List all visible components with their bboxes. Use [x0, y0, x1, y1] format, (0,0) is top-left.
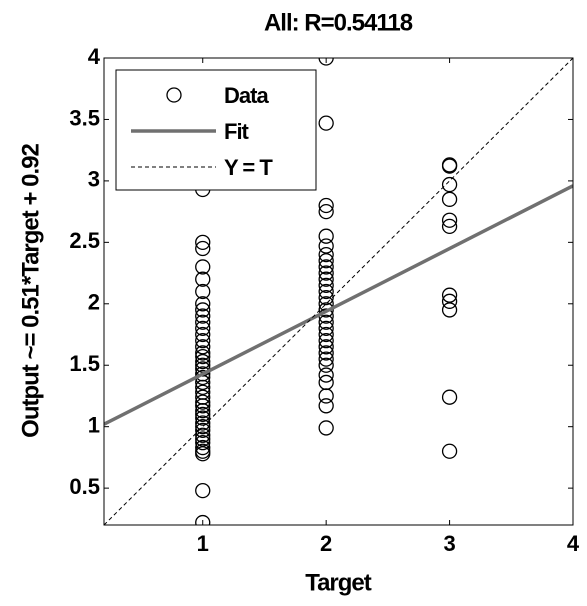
data-point [318, 197, 334, 214]
data-point [318, 115, 334, 131]
data-point [318, 203, 334, 220]
legend-marker [166, 87, 182, 103]
data-point [195, 314, 211, 330]
data-point [195, 389, 211, 405]
data-point [441, 293, 458, 309]
data-point [318, 265, 334, 281]
data-point [441, 302, 458, 318]
data-point [318, 289, 334, 306]
data-point [195, 308, 211, 324]
data-point [318, 238, 334, 254]
data-point [195, 234, 211, 250]
plot-area [104, 58, 573, 525]
data-point [195, 326, 211, 343]
data-point [318, 259, 334, 275]
legend-label: Data [224, 83, 269, 108]
data-point [318, 345, 334, 361]
y-tick-label: 2.5 [69, 228, 100, 253]
data-point [318, 351, 334, 367]
data-point [195, 240, 211, 257]
legend-label: Y = T [224, 155, 273, 180]
chart-title: All: R=0.54118 [264, 9, 413, 36]
data-point [195, 366, 211, 382]
data-point [318, 326, 334, 343]
data-point [195, 353, 211, 370]
data-point [318, 253, 334, 269]
data-point [318, 314, 334, 330]
data-point [195, 259, 211, 275]
series-line [104, 58, 573, 525]
data-point [441, 157, 458, 173]
y-axis-label: Output ~= 0.51*Target + 0.92 [17, 144, 44, 438]
data-point [195, 406, 211, 423]
data-point [318, 357, 334, 373]
data-point [195, 333, 211, 349]
data-point [318, 302, 334, 318]
y-tick-label: 0.5 [69, 474, 100, 499]
data-point [441, 176, 458, 193]
data-point [195, 514, 211, 525]
data-point [441, 287, 458, 303]
data-point [318, 339, 334, 355]
data-point [195, 283, 211, 300]
data-point [441, 218, 458, 235]
data-point [441, 443, 458, 459]
data-point [195, 439, 211, 456]
data-point [441, 389, 458, 405]
data-point [441, 212, 458, 228]
data-point [318, 367, 334, 383]
data-point [318, 246, 334, 263]
data-point [195, 302, 211, 318]
y-tick-label: 1.5 [69, 351, 100, 376]
data-point [195, 320, 211, 337]
x-tick-label: 4 [567, 531, 580, 556]
data-point [318, 333, 334, 349]
data-point [195, 271, 211, 287]
x-tick-label: 2 [320, 531, 332, 556]
x-tick-label: 3 [443, 531, 455, 556]
x-tick-label: 1 [197, 531, 209, 556]
data-point [195, 431, 211, 447]
data-point [441, 191, 458, 207]
data-point [195, 384, 211, 400]
series-line [104, 184, 573, 426]
x-axis-label: Target [305, 569, 372, 596]
data-point [195, 443, 211, 459]
data-point [318, 271, 334, 287]
data-point [195, 435, 211, 451]
data-point [318, 398, 334, 414]
data-point [318, 420, 334, 436]
data-point [195, 345, 211, 361]
data-point [195, 348, 211, 365]
y-tick-label: 1 [88, 412, 100, 437]
data-point [318, 283, 334, 300]
y-tick-label: 2 [88, 290, 100, 315]
data-point [195, 419, 211, 435]
y-tick-label: 4 [88, 44, 101, 69]
data-point [195, 415, 211, 431]
data-point [195, 339, 211, 355]
legend-label: Fit [224, 119, 250, 144]
data-point [318, 228, 334, 244]
data-point [195, 422, 211, 439]
data-point [195, 410, 211, 426]
data-point [195, 296, 211, 312]
data-point [318, 58, 334, 66]
data-point [195, 394, 211, 410]
data-point [195, 427, 211, 443]
axes-box [103, 57, 574, 526]
y-tick-label: 3 [88, 167, 100, 192]
data-point [318, 374, 334, 391]
y-tick-label: 3.5 [69, 105, 100, 130]
data-point [195, 482, 211, 499]
data-point [318, 277, 334, 294]
data-point [318, 320, 334, 337]
